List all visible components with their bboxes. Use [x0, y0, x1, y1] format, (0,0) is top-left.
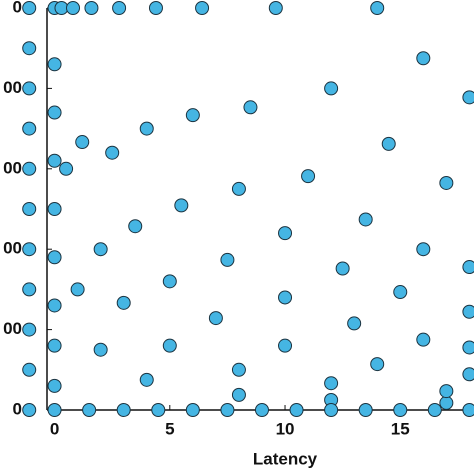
scatter-point — [22, 161, 37, 176]
scatter-point — [220, 403, 235, 417]
y-tick-label: 00 — [3, 78, 22, 97]
scatter-point — [47, 250, 62, 265]
scatter-point — [439, 384, 454, 399]
scatter-point — [47, 202, 62, 216]
scatter-point — [370, 357, 385, 372]
scatter-point — [231, 362, 246, 377]
scatter-point — [462, 403, 474, 417]
scatter-point — [195, 1, 210, 15]
scatter-point — [47, 153, 62, 168]
scatter-point — [254, 403, 269, 417]
scatter-point — [47, 105, 62, 120]
scatter-point — [416, 332, 431, 347]
scatter-point — [301, 169, 316, 184]
scatter-point — [22, 202, 37, 216]
scatter-point — [59, 161, 74, 176]
y-tick-label: 0 — [13, 0, 22, 16]
scatter-point — [416, 51, 431, 66]
scatter-point — [439, 175, 454, 190]
scatter-point — [381, 136, 396, 151]
scatter-point — [231, 181, 246, 196]
scatter-point — [208, 311, 223, 326]
scatter-point — [22, 282, 37, 297]
scatter-point — [278, 338, 293, 353]
scatter-point — [393, 285, 408, 300]
scatter-point — [335, 261, 350, 276]
scatter-point — [358, 403, 373, 417]
x-tick-label: 15 — [391, 419, 410, 438]
x-tick-label: 0 — [50, 419, 59, 438]
y-tick-label: 00 — [3, 239, 22, 258]
scatter-point — [370, 1, 385, 15]
y-tick-label: 0 — [13, 399, 22, 418]
scatter-point — [70, 282, 85, 297]
scatter-point — [93, 342, 108, 357]
scatter-point — [347, 316, 362, 331]
scatter-point — [358, 212, 373, 227]
scatter-point — [116, 403, 131, 417]
scatter-point — [268, 1, 283, 15]
scatter-point — [22, 81, 37, 96]
scatter-point — [174, 198, 189, 213]
scatter-point — [47, 403, 62, 417]
scatter-point — [185, 108, 200, 123]
scatter-point — [162, 338, 177, 353]
scatter-point — [47, 378, 62, 393]
scatter-point — [128, 219, 143, 234]
scatter-point — [139, 121, 154, 136]
scatter-point — [47, 57, 62, 72]
scatter-point — [22, 1, 37, 15]
scatter-point — [462, 260, 474, 275]
scatter-point — [462, 340, 474, 355]
y-tick-label: 00 — [3, 158, 22, 177]
scatter-point — [324, 81, 339, 96]
scatter-point — [148, 1, 163, 15]
x-axis-label: Latency — [253, 449, 318, 468]
scatter-point — [220, 252, 235, 267]
scatter-point — [22, 362, 37, 377]
scatter-point — [289, 403, 304, 417]
scatter-point — [324, 403, 339, 417]
scatter-point — [22, 322, 37, 337]
scatter-point — [47, 338, 62, 353]
scatter-point — [112, 1, 127, 15]
scatter-point — [231, 387, 246, 402]
scatter-point — [75, 135, 90, 150]
x-tick-label: 10 — [276, 419, 295, 438]
scatter-point — [416, 242, 431, 257]
scatter-point — [22, 41, 37, 56]
scatter-point — [427, 403, 442, 417]
scatter-point — [105, 145, 120, 160]
scatter-point — [116, 295, 131, 310]
scatter-point — [139, 372, 154, 387]
scatter-point — [278, 226, 293, 241]
scatter-point — [439, 395, 454, 410]
scatter-point — [151, 403, 166, 417]
scatter-point — [462, 367, 474, 382]
scatter-point — [462, 90, 474, 105]
scatter-point — [393, 403, 408, 417]
scatter-point — [66, 1, 81, 15]
scatter-point — [93, 242, 108, 257]
scatter-point — [82, 403, 97, 417]
scatter-point — [22, 242, 37, 257]
y-tick-label: 00 — [3, 319, 22, 338]
scatter-point — [278, 290, 293, 305]
scatter-point — [324, 376, 339, 391]
scatter-point — [22, 403, 37, 417]
scatter-point — [22, 121, 37, 136]
scatter-point — [462, 304, 474, 319]
scatter-point — [84, 1, 99, 15]
scatter-point — [185, 403, 200, 417]
scatter-point — [243, 100, 258, 115]
scatter-point — [47, 298, 62, 313]
scatter-point — [162, 274, 177, 289]
x-tick-label: 5 — [165, 419, 174, 438]
